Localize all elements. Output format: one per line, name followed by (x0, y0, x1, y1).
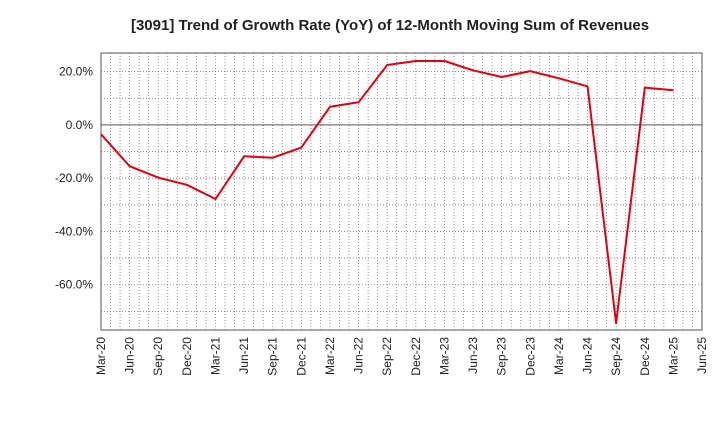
x-tick-label: Sep-21 (266, 337, 280, 376)
x-tick-label: Sep-22 (380, 337, 394, 376)
plot-area (100, 52, 703, 331)
x-tick-label: Mar-24 (552, 337, 566, 375)
x-tick-label: Jun-22 (352, 337, 366, 374)
grid (101, 53, 702, 330)
x-tick-label: Sep-23 (495, 337, 509, 376)
x-tick-label: Mar-25 (666, 337, 680, 375)
x-tick-label: Sep-24 (609, 337, 623, 376)
x-tick-label: Mar-23 (437, 337, 451, 375)
x-tick-label: Sep-20 (151, 337, 165, 376)
x-tick-label: Jun-25 (695, 337, 709, 374)
y-tick-label: 20.0% (59, 65, 93, 79)
y-axis: 20.0% 0.0% -20.0% -40.0% -60.0% (55, 65, 93, 292)
series (100, 60, 674, 325)
chart-title: [3091] Trend of Growth Rate (YoY) of 12-… (131, 17, 649, 34)
x-tick-label: Mar-20 (94, 337, 108, 375)
x-tick-label: Dec-22 (409, 337, 423, 376)
x-axis: Mar-20 Jun-20 Sep-20 Dec-20 Mar-21 Jun-21 Sep-… (94, 337, 709, 376)
x-tick-label: Dec-23 (523, 337, 537, 376)
y-tick-label: -20.0% (55, 171, 93, 185)
x-tick-label: Mar-21 (208, 337, 222, 375)
x-tick-label: Mar-22 (323, 337, 337, 375)
x-tick-label: Jun-20 (123, 337, 137, 374)
x-tick-label: Jun-23 (466, 337, 480, 374)
x-tick-label: Dec-21 (294, 337, 308, 376)
x-tick-label: Jun-21 (237, 337, 251, 374)
y-tick-label: -40.0% (55, 224, 93, 238)
x-tick-label: Jun-24 (581, 337, 595, 374)
series-line (100, 60, 674, 325)
x-tick-label: Dec-24 (638, 337, 652, 376)
x-tick-label: Dec-20 (180, 337, 194, 376)
y-tick-label: -60.0% (55, 278, 93, 292)
y-tick-label: 0.0% (66, 118, 94, 132)
